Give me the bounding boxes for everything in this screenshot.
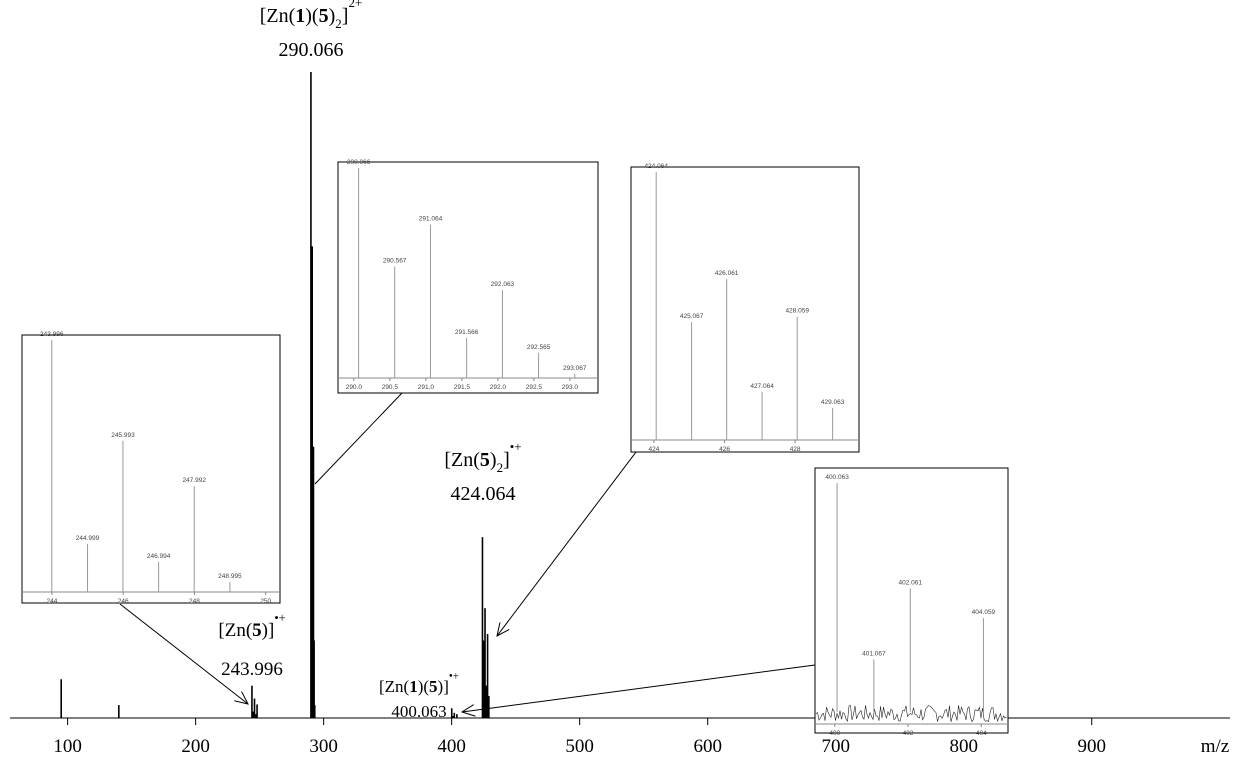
x-tick-label: 291.0 [418,384,435,391]
x-tick-label: 400 [829,730,840,737]
annotation-formula: [Zn(1)(5)]•+ [379,670,459,696]
x-tick-label: 248 [189,598,200,605]
formula-part: 5 [252,620,262,641]
leader-line [462,664,816,712]
peak-label: 401.067 [862,650,886,657]
peak-label: 427.064 [750,383,774,390]
formula-part: 5 [480,449,490,471]
peak-label: 291.064 [419,216,443,223]
peak-label: 293.067 [563,365,587,372]
main-spectrum: 100 200 300 400 500 600 700 800 900 m/z[Zn(1)(5)2… [10,0,1230,757]
annotation-mz: 243.996 [221,659,283,680]
x-tick-label: 246 [118,598,129,605]
x-tick-label: 404 [976,730,987,737]
x-tick-label: 700 [821,736,850,757]
formula-part: 2 [497,460,504,475]
x-tick-label: 291.5 [454,384,471,391]
formula-part: [Zn( [218,620,252,641]
peak-label: 400.063 [825,474,849,481]
peak-label: 244.999 [76,535,100,542]
peak-label: 248.995 [218,573,242,580]
x-tick-label: 290.0 [346,384,363,391]
x-tick-label: 800 [949,736,978,757]
peak-label: 426.061 [715,270,739,277]
x-tick-label: 424 [649,446,660,453]
annotation-formula: [Zn(5)]•+ [218,611,285,641]
x-tick-label: 428 [790,446,801,453]
formula-part: •+ [449,670,459,682]
x-tick-label: 244 [47,598,58,605]
peak-label: 290.066 [347,159,371,166]
x-tick-label: 292.5 [526,384,543,391]
x-tick-label: 426 [719,446,730,453]
peak-label: 243.996 [40,331,64,338]
x-tick-label: 600 [693,736,722,757]
formula-part: 5 [319,5,329,27]
formula-part: 5 [429,677,438,696]
inset-frame [337,161,599,394]
x-tick-label: 500 [565,736,594,757]
formula-part: )( [305,5,319,27]
annotation-mz: 290.066 [279,39,344,61]
formula-part: ] [503,449,510,471]
inset: 244 246 248 250 243.996 244.999 245.993 246.994… [21,331,281,605]
peak-label: 424.064 [644,163,668,170]
peak-label: 292.565 [527,344,551,351]
formula-part: •+ [510,439,522,454]
formula-part: ) [329,5,336,27]
inset: 424 426 428 424.064 425.067 426.061 427.064 428… [630,163,860,453]
annotation-formula: [Zn(1)(5)2]2+ [260,0,363,31]
x-tick-label: 100 [53,736,82,757]
x-tick-label: 400 [437,736,466,757]
leader-line [119,603,248,704]
formula-part: )( [418,677,430,696]
formula-part: )] [262,620,275,641]
peak-label: 292.063 [491,281,515,288]
inset: 400 402 404 400.063 401.067 402.061 404.059 [814,467,1009,737]
formula-part: )] [438,677,449,696]
annotation-mz: 400.063 [391,702,446,721]
peak-label: 404.059 [972,609,996,616]
inset-frame [21,334,281,604]
x-tick-label: 293.0 [562,384,579,391]
formula-part: ) [490,449,497,471]
peak-label: 290.567 [383,258,407,265]
peak-label: 402.061 [899,579,923,586]
formula-part: [Zn( [260,5,296,27]
x-tick-label: 402 [903,730,914,737]
peak-label: 247.992 [182,477,206,484]
formula-part: 2+ [348,0,362,10]
formula-part: [Zn( [444,449,480,471]
peak-label: 429.063 [821,399,845,406]
peak-label: 428.059 [785,308,809,315]
annotation-mz: 424.064 [451,483,516,505]
x-tick-label: 292.0 [490,384,507,391]
x-tick-label: 290.5 [382,384,399,391]
x-axis-label: m/z [1201,736,1230,757]
formula-part: 2 [335,16,342,31]
x-tick-label: 300 [309,736,338,757]
formula-part: ] [342,5,349,27]
leader-lines [119,392,816,712]
peak-label: 291.566 [455,329,479,336]
inset-frame [630,166,860,453]
inset-frame [814,467,1009,734]
annotation-formula: [Zn(5)2]•+ [444,439,521,475]
formula-part: 1 [409,677,418,696]
peak-label: 246.994 [147,553,171,560]
noise [815,705,1007,723]
formula-part: •+ [274,611,285,625]
peak-label: 425.067 [680,313,704,320]
formula-part: [Zn( [379,677,410,696]
x-tick-label: 900 [1077,736,1106,757]
peak-label: 245.993 [111,432,135,439]
x-tick-label: 250 [260,598,271,605]
formula-part: 1 [295,5,305,27]
x-tick-label: 200 [181,736,210,757]
leader-line [314,392,403,485]
leader-line [497,451,637,636]
inset: 290.0 290.5 291.0 291.5 292.0 292.5 293.0 290.0… [337,159,599,394]
